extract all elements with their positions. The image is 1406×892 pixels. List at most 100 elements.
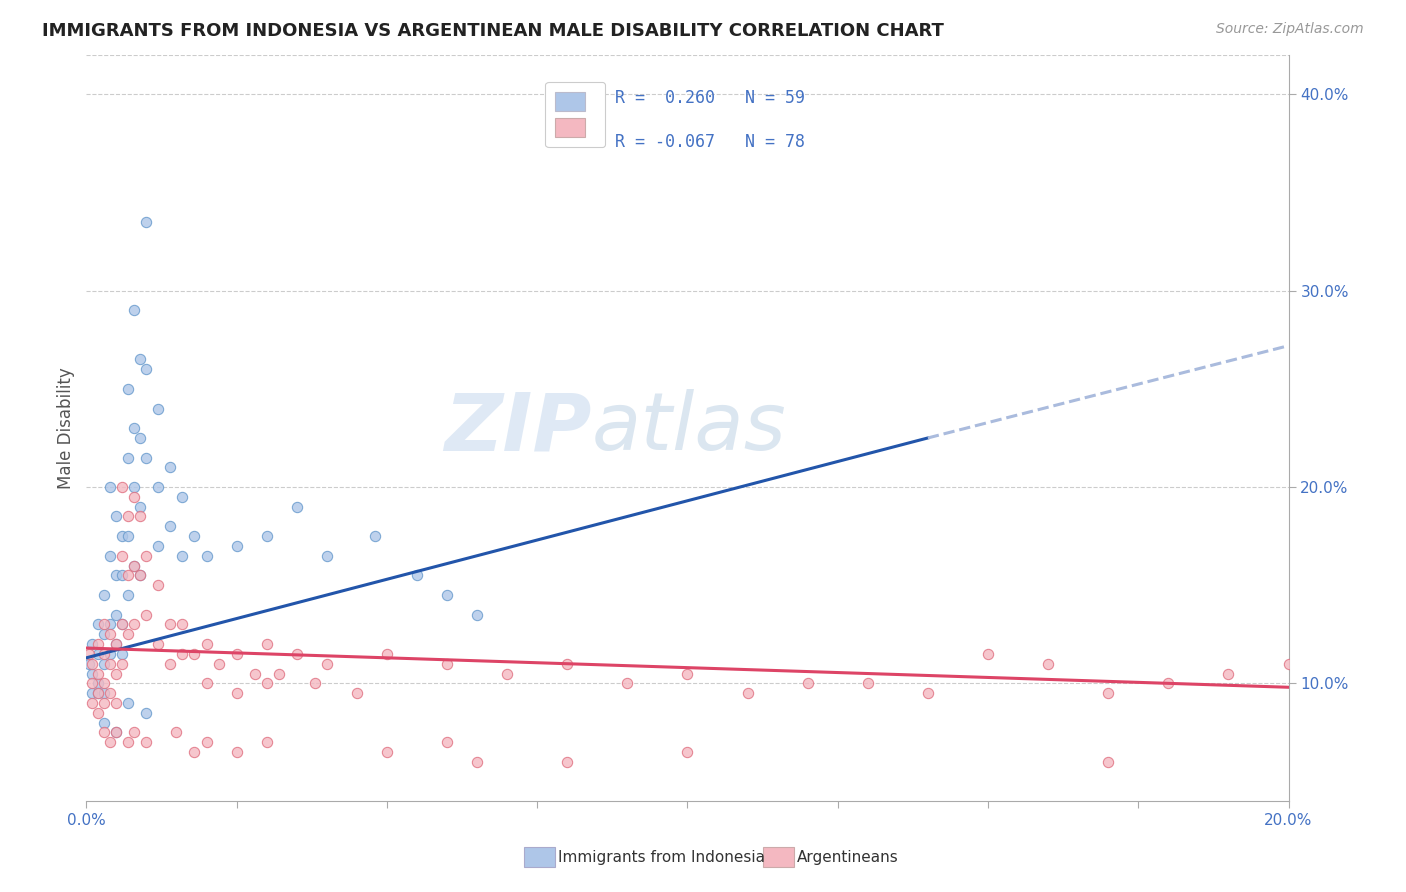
Point	[82, 686, 104, 700]
Point	[135, 215, 157, 229]
Point	[87, 617, 110, 632]
Point	[129, 568, 152, 582]
Point	[87, 676, 110, 690]
Point	[375, 647, 398, 661]
Point	[111, 647, 134, 661]
Point	[124, 617, 146, 632]
Point	[124, 725, 146, 739]
Point	[364, 529, 387, 543]
Point	[496, 666, 519, 681]
Point	[183, 647, 205, 661]
Point	[111, 568, 134, 582]
Point	[172, 549, 194, 563]
Point	[129, 500, 152, 514]
Point	[129, 509, 152, 524]
Bar	[763, 847, 794, 867]
Point	[124, 303, 146, 318]
Point	[98, 617, 121, 632]
Point	[105, 607, 128, 622]
Point	[93, 725, 115, 739]
Point	[93, 657, 115, 671]
Point	[111, 549, 134, 563]
Point	[82, 696, 104, 710]
Point	[616, 676, 638, 690]
Point	[159, 519, 181, 533]
Text: Source: ZipAtlas.com: Source: ZipAtlas.com	[1216, 22, 1364, 37]
Point	[135, 607, 157, 622]
Point	[111, 529, 134, 543]
Text: atlas: atlas	[592, 389, 786, 467]
Point	[93, 617, 115, 632]
Point	[465, 607, 488, 622]
Point	[148, 539, 170, 553]
Point	[87, 647, 110, 661]
Point	[285, 500, 308, 514]
Point	[135, 450, 157, 465]
Point	[555, 755, 578, 769]
Point	[87, 686, 110, 700]
Point	[148, 578, 170, 592]
Point	[105, 637, 128, 651]
Point	[117, 627, 139, 641]
Point	[93, 696, 115, 710]
Point	[195, 637, 218, 651]
Point	[111, 657, 134, 671]
Point	[977, 647, 1000, 661]
Point	[98, 549, 121, 563]
Point	[555, 657, 578, 671]
Point	[917, 686, 939, 700]
Point	[375, 745, 398, 759]
Point	[79, 647, 101, 661]
Point	[148, 637, 170, 651]
Point	[105, 509, 128, 524]
Point	[111, 480, 134, 494]
Point	[117, 568, 139, 582]
Point	[256, 529, 278, 543]
Point	[315, 549, 337, 563]
Point	[117, 529, 139, 543]
Point	[183, 745, 205, 759]
Y-axis label: Male Disability: Male Disability	[58, 368, 75, 489]
Point	[93, 676, 115, 690]
Bar	[524, 847, 555, 867]
Point	[87, 637, 110, 651]
Point	[79, 657, 101, 671]
Point	[105, 568, 128, 582]
Point	[195, 676, 218, 690]
Point	[105, 666, 128, 681]
Point	[93, 686, 115, 700]
Point	[172, 490, 194, 504]
Text: Immigrants from Indonesia: Immigrants from Indonesia	[558, 850, 765, 864]
Point	[124, 480, 146, 494]
Point	[98, 686, 121, 700]
Point	[93, 647, 115, 661]
Point	[93, 627, 115, 641]
Point	[676, 745, 699, 759]
Point	[124, 558, 146, 573]
Point	[285, 647, 308, 661]
Point	[1277, 657, 1299, 671]
Point	[172, 617, 194, 632]
Point	[105, 725, 128, 739]
Point	[737, 686, 759, 700]
Text: ZIP: ZIP	[444, 389, 592, 467]
Point	[436, 588, 458, 602]
Text: IMMIGRANTS FROM INDONESIA VS ARGENTINEAN MALE DISABILITY CORRELATION CHART: IMMIGRANTS FROM INDONESIA VS ARGENTINEAN…	[42, 22, 943, 40]
Point	[1036, 657, 1059, 671]
Point	[148, 401, 170, 416]
Point	[129, 568, 152, 582]
Point	[207, 657, 229, 671]
Point	[225, 745, 247, 759]
Point	[105, 637, 128, 651]
Point	[159, 460, 181, 475]
Point	[135, 549, 157, 563]
Point	[82, 637, 104, 651]
Point	[129, 352, 152, 367]
Point	[135, 706, 157, 720]
Point	[172, 647, 194, 661]
Point	[796, 676, 818, 690]
Point	[117, 509, 139, 524]
Point	[225, 647, 247, 661]
Point	[82, 666, 104, 681]
Point	[465, 755, 488, 769]
